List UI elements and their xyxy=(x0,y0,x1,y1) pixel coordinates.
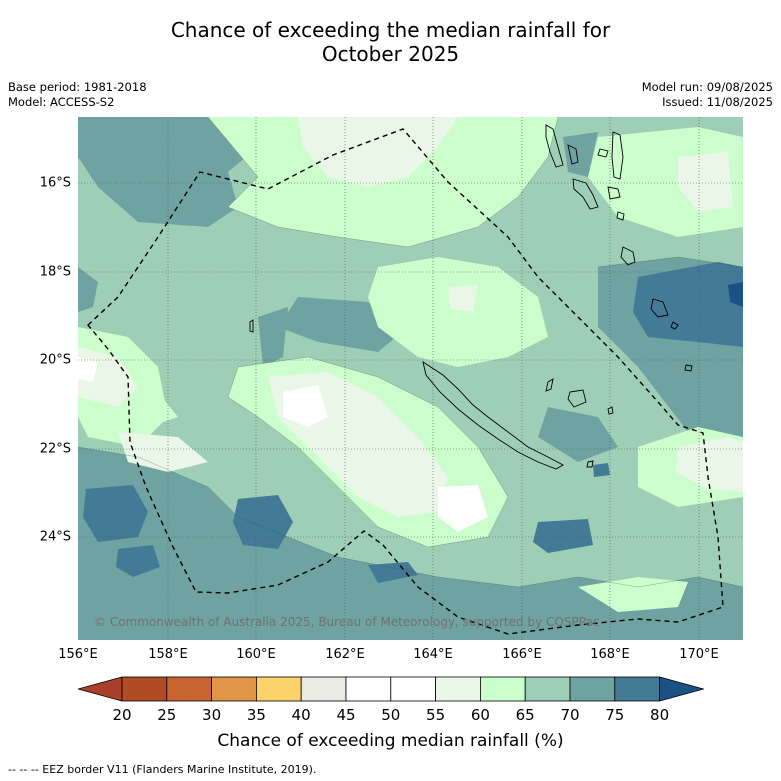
colorbar-tick-label: 45 xyxy=(336,706,356,724)
colorbar-tick-label: 25 xyxy=(157,706,177,724)
graticule xyxy=(78,117,743,640)
colorbar-cell xyxy=(345,676,392,702)
lon-label-162e: 162°E xyxy=(325,647,365,662)
lon-label-164e: 164°E xyxy=(413,647,453,662)
lon-label-166e: 166°E xyxy=(502,647,542,662)
colorbar-cell xyxy=(435,676,481,702)
colorbar-cell xyxy=(569,676,616,702)
colorbar-tick-label: 75 xyxy=(605,706,625,724)
eez-border xyxy=(87,128,724,635)
map-title: Chance of exceeding the median rainfall … xyxy=(0,18,781,66)
colorbar-cell xyxy=(390,676,436,702)
lon-label-168e: 168°E xyxy=(590,647,630,662)
lat-label-20s: 20°S xyxy=(39,352,71,368)
colorbar-tick-label: 65 xyxy=(515,706,535,724)
colorbar-tick-label: 55 xyxy=(426,706,446,724)
colorbar-tick-label: 60 xyxy=(470,706,490,724)
colorbar-tick-label: 80 xyxy=(650,706,670,724)
lon-label-158e: 158°E xyxy=(148,647,188,662)
eez-footnote: -- -- -- EEZ border V11 (Flanders Marine… xyxy=(8,763,317,776)
model-run: Model run: 09/08/2025 xyxy=(641,80,773,94)
colorbar-tick-label: 30 xyxy=(202,706,222,724)
colorbar-tick-label: 35 xyxy=(246,706,266,724)
lon-label-160e: 160°E xyxy=(236,647,276,662)
colorbar-cell xyxy=(211,676,257,702)
colorbar-extend-high xyxy=(659,676,704,702)
colorbar-cell xyxy=(614,676,660,702)
colorbar-tick-label: 20 xyxy=(112,706,132,724)
title-line-2: October 2025 xyxy=(321,42,460,66)
lat-label-22s: 22°S xyxy=(39,441,71,457)
lon-label-156e: 156°E xyxy=(58,647,98,662)
colorbar-cell xyxy=(300,676,347,702)
colorbar-cell xyxy=(479,676,526,702)
colorbar-cell xyxy=(121,676,168,702)
lat-label-16s: 16°S xyxy=(39,175,71,191)
meta-right: Model run: 09/08/2025 Issued: 11/08/2025 xyxy=(642,80,773,110)
colorbar-title: Chance of exceeding median rainfall (%) xyxy=(217,731,564,751)
copyright-text: © Commonwealth of Australia 2025, Bureau… xyxy=(94,615,599,629)
lon-label-170e: 170°E xyxy=(679,647,719,662)
colorbar xyxy=(78,676,704,702)
probability-contours xyxy=(78,117,743,640)
meta-left: Base period: 1981-2018 Model: ACCESS-S2 xyxy=(8,80,147,110)
colorbar-tick-label: 70 xyxy=(560,706,580,724)
rainfall-map: © Commonwealth of Australia 2025, Bureau… xyxy=(78,117,743,640)
lat-label-24s: 24°S xyxy=(39,529,71,545)
title-line-1: Chance of exceeding the median rainfall … xyxy=(170,18,611,42)
model-name: Model: ACCESS-S2 xyxy=(8,95,115,109)
coastlines xyxy=(249,124,693,470)
colorbar-extend-low xyxy=(78,676,123,702)
issued-date: Issued: 11/08/2025 xyxy=(662,95,773,109)
lat-label-18s: 18°S xyxy=(39,264,71,280)
colorbar-cell xyxy=(166,676,213,702)
colorbar-cell xyxy=(524,676,571,702)
base-period: Base period: 1981-2018 xyxy=(8,80,147,94)
colorbar-tick-label: 50 xyxy=(381,706,401,724)
colorbar-tick-label: 40 xyxy=(291,706,311,724)
colorbar-cell xyxy=(255,676,302,702)
